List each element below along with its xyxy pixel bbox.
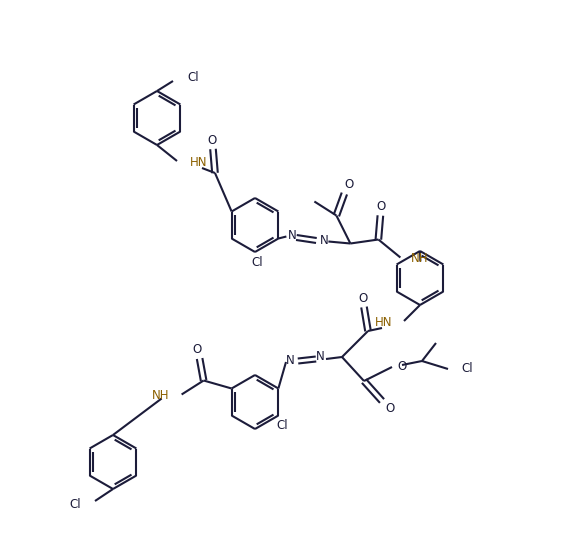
Text: N: N: [285, 354, 294, 366]
Text: O: O: [345, 178, 354, 191]
Text: N: N: [288, 229, 297, 242]
Text: O: O: [377, 200, 386, 213]
Text: Cl: Cl: [461, 363, 473, 376]
Text: O: O: [397, 360, 406, 372]
Text: O: O: [192, 343, 201, 356]
Text: N: N: [316, 350, 324, 363]
Text: NH: NH: [152, 389, 170, 402]
Text: Cl: Cl: [69, 499, 81, 511]
Text: O: O: [208, 134, 217, 147]
Text: N: N: [320, 234, 329, 247]
Text: Cl: Cl: [251, 256, 263, 269]
Text: NH: NH: [411, 252, 428, 265]
Text: O: O: [385, 401, 395, 415]
Text: HN: HN: [374, 316, 392, 328]
Text: HN: HN: [190, 156, 208, 169]
Text: Cl: Cl: [187, 71, 199, 83]
Text: Cl: Cl: [276, 419, 288, 432]
Text: O: O: [358, 292, 368, 304]
